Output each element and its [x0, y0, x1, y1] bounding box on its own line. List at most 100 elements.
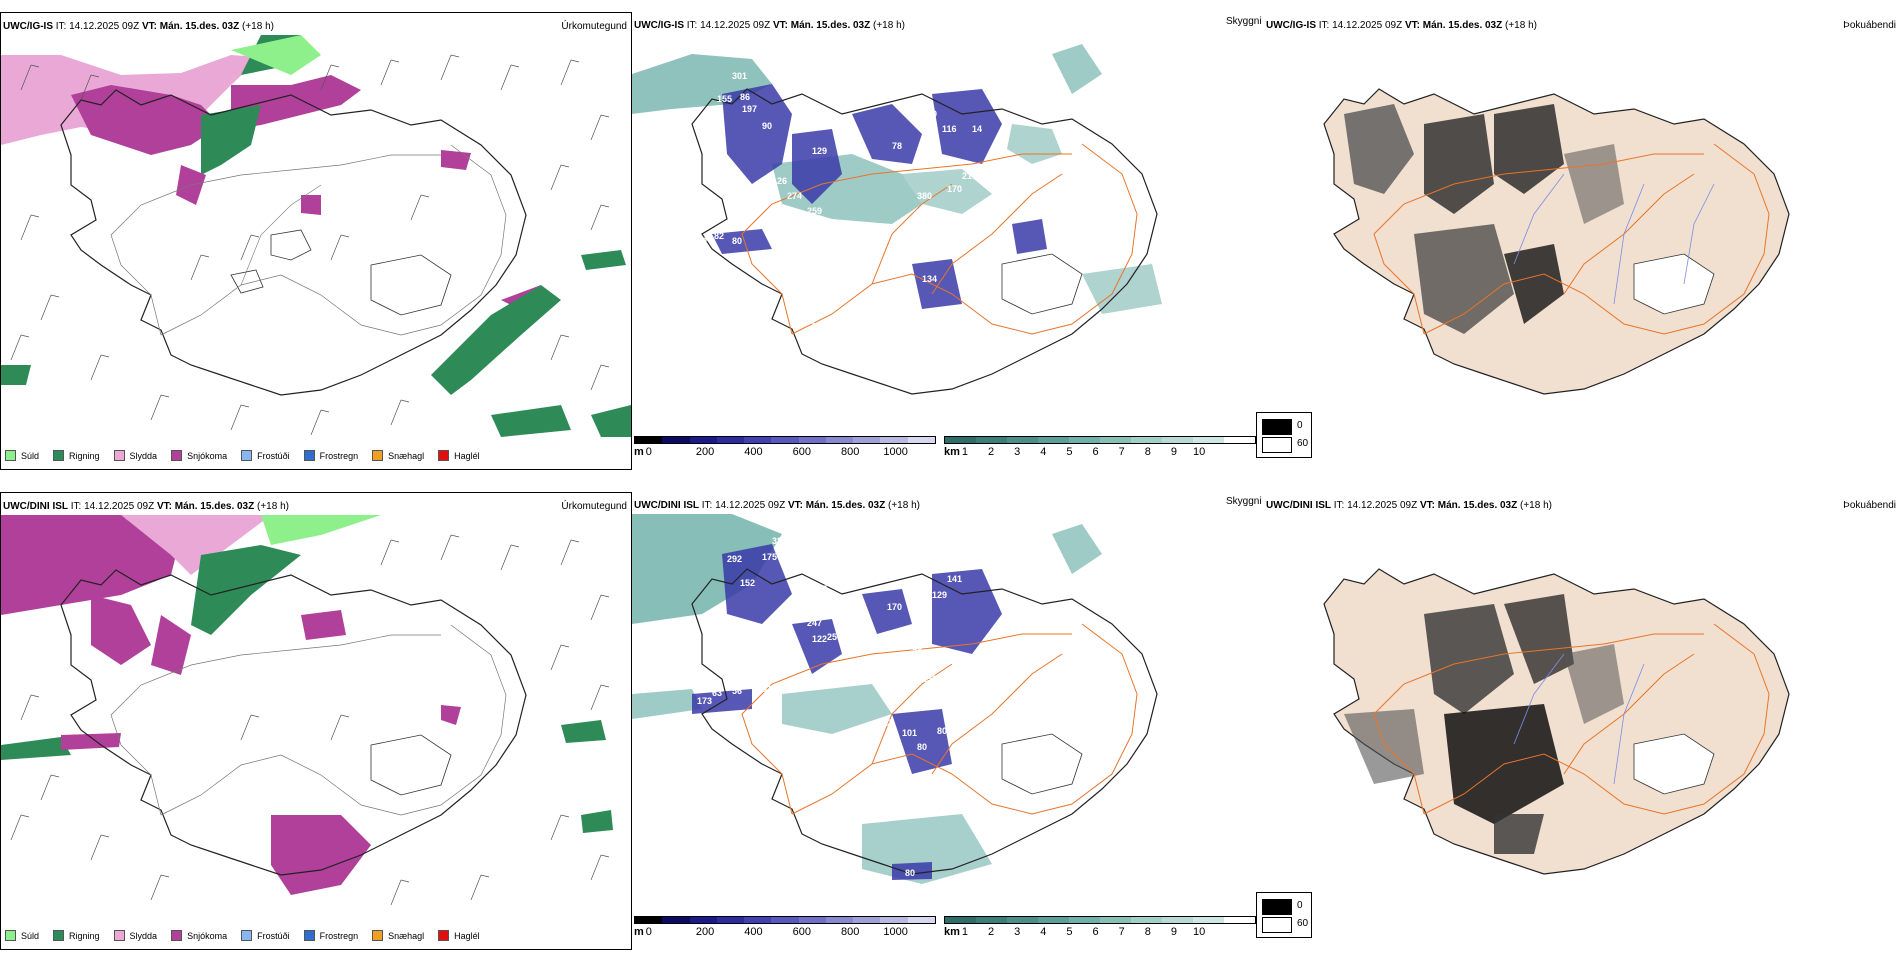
legend-swatch	[171, 450, 183, 461]
cloud-base-colorbar	[634, 436, 936, 444]
legend-item: Snjókoma	[171, 450, 227, 461]
cloud-value: 66	[794, 218, 804, 228]
cloud-value: 141	[947, 574, 962, 584]
legend-item: Frostúði	[241, 930, 290, 941]
legend-swatch	[438, 450, 450, 461]
visibility-ticks: km 1 2 3 4 5 6 7 8 9 10	[944, 926, 1206, 938]
cloud-value: 152	[740, 578, 755, 588]
lead-time: (+18 h)	[1520, 500, 1552, 511]
cloud-value: 434	[927, 691, 942, 701]
fog-map	[1323, 88, 1790, 395]
cloud-value: 101	[707, 118, 722, 128]
cloud-value: 380	[917, 191, 932, 201]
cloud-value: 126	[772, 176, 787, 186]
precip-type-panel: UWC/IG-IS IT: 14.12.2025 09Z VT: Mán. 15…	[0, 12, 632, 470]
fog-index-panel: UWC/DINI ISL IT: 14.12.2025 09Z VT: Mán.…	[1256, 492, 1900, 950]
cloud-value: 122	[757, 218, 772, 228]
cloud-value: 101	[902, 728, 917, 738]
cloud-base-ticks: m 0 200 400 600 800 1000	[634, 926, 908, 938]
legend-item: Slydda	[113, 450, 157, 461]
legend-item: Rigning	[53, 450, 100, 461]
cloud-value: 227	[982, 696, 997, 706]
cloud-value: 197	[742, 104, 757, 114]
visibility-colorbar	[944, 916, 1256, 924]
forecast-row-2: UWC/DINI ISL IT: 14.12.2025 09Z VT: Mán.…	[0, 492, 1900, 962]
it-value: 14.12.2025 09Z	[700, 20, 771, 31]
cloud-value: 217	[962, 171, 977, 181]
cloud-value: 192	[917, 346, 932, 356]
fog-index-panel: UWC/IG-IS IT: 14.12.2025 09Z VT: Mán. 15…	[1256, 12, 1900, 470]
cloud-value: 56	[732, 686, 742, 696]
cloud-base-panel: UWC/DINI ISL IT: 14.12.2025 09Z VT: Mán.…	[632, 492, 1264, 950]
lead-time: (+18 h)	[888, 500, 920, 511]
legend-swatch	[53, 930, 65, 941]
vt-label: VT:	[772, 20, 788, 31]
cloud-value: 129	[812, 146, 827, 156]
cloud-value: 256	[950, 656, 965, 666]
visibility-ticks: km 1 2 3 4 5 6 7 8 9 10	[944, 446, 1206, 458]
lead-time: (+18 h)	[257, 501, 289, 512]
cloud-value: 259	[807, 206, 822, 216]
cloud-value-labels: 301 155 86 197 101 90 160 116 14 129 78 …	[697, 71, 985, 356]
panel-title: Skyggni	[1226, 16, 1262, 27]
cloud-value: 102	[802, 316, 817, 326]
cloud-value: 19	[917, 658, 927, 668]
cloud-base-colorbar	[634, 916, 936, 924]
model-name: UWC/DINI ISL	[634, 500, 699, 511]
vt-value: Mán. 15.des. 03Z	[174, 501, 255, 512]
cloud-value: 129	[932, 590, 947, 600]
cloud-value: 396	[814, 218, 829, 228]
legend-swatch	[372, 930, 384, 941]
it-label: IT:	[55, 21, 67, 32]
panel-title: Þokuábendi	[1843, 500, 1896, 511]
fog-legend-black	[1262, 419, 1292, 435]
fog-legend-black	[1262, 899, 1292, 915]
fog-legend: 0 60	[1256, 892, 1312, 938]
cloud-value: 60	[697, 236, 707, 246]
it-label: IT:	[70, 501, 82, 512]
it-value: 14.12.2025 09Z	[69, 21, 140, 32]
legend-swatch	[303, 450, 315, 461]
legend-item: Frostúði	[241, 450, 290, 461]
legend-swatch	[241, 450, 253, 461]
legend-item: Snjókoma	[171, 930, 227, 941]
cloud-value: 292	[727, 554, 742, 564]
panel-header: UWC/IG-IS IT: 14.12.2025 09Z VT: Mán. 15…	[3, 21, 274, 32]
cloud-value: 91	[762, 684, 772, 694]
legend-swatch	[5, 930, 16, 941]
legend-item: Snæhagl	[372, 930, 424, 941]
cloud-value: 170	[947, 184, 962, 194]
cloud-value: 14	[972, 124, 982, 134]
legend-swatch	[241, 930, 253, 941]
fog-legend: 0 60	[1256, 412, 1312, 458]
cloud-value: 108	[792, 298, 807, 308]
cloud-value: 80	[917, 742, 927, 752]
cloud-value: 117	[970, 222, 985, 232]
legend-item: Slydda	[113, 930, 157, 941]
it-value: 14.12.2025 09Z	[1332, 20, 1403, 31]
panel-title: Úrkomutegund	[561, 501, 627, 512]
vt-value: Mán. 15.des. 03Z	[1422, 20, 1503, 31]
cloud-value: 116	[942, 124, 957, 134]
it-label: IT:	[686, 20, 698, 31]
it-value: 14.12.2025 09Z	[84, 501, 155, 512]
cloud-value: 247	[807, 618, 822, 628]
legend-item: Frostregn	[303, 450, 358, 461]
cloud-value: 80	[732, 236, 742, 246]
legend-swatch	[171, 930, 183, 941]
panel-header: UWC/DINI ISL IT: 14.12.2025 09Z VT: Mán.…	[3, 501, 289, 512]
legend-swatch	[438, 930, 450, 941]
legend-item: Haglél	[438, 450, 480, 461]
cloud-value: 90	[762, 121, 772, 131]
legend-swatch	[303, 930, 315, 941]
precip-map	[1, 35, 631, 437]
lead-time: (+18 h)	[873, 20, 905, 31]
cloud-value: 134	[922, 274, 937, 284]
cloud-value: 102	[877, 718, 892, 728]
panel-header: UWC/IG-IS IT: 14.12.2025 09Z VT: Mán. 15…	[634, 20, 905, 31]
legend-swatch	[113, 450, 125, 461]
cloud-value: 256	[827, 632, 842, 642]
cloud-value: 229	[787, 558, 802, 568]
model-name: UWC/DINI ISL	[1266, 500, 1331, 511]
fog-legend-white	[1262, 917, 1292, 933]
